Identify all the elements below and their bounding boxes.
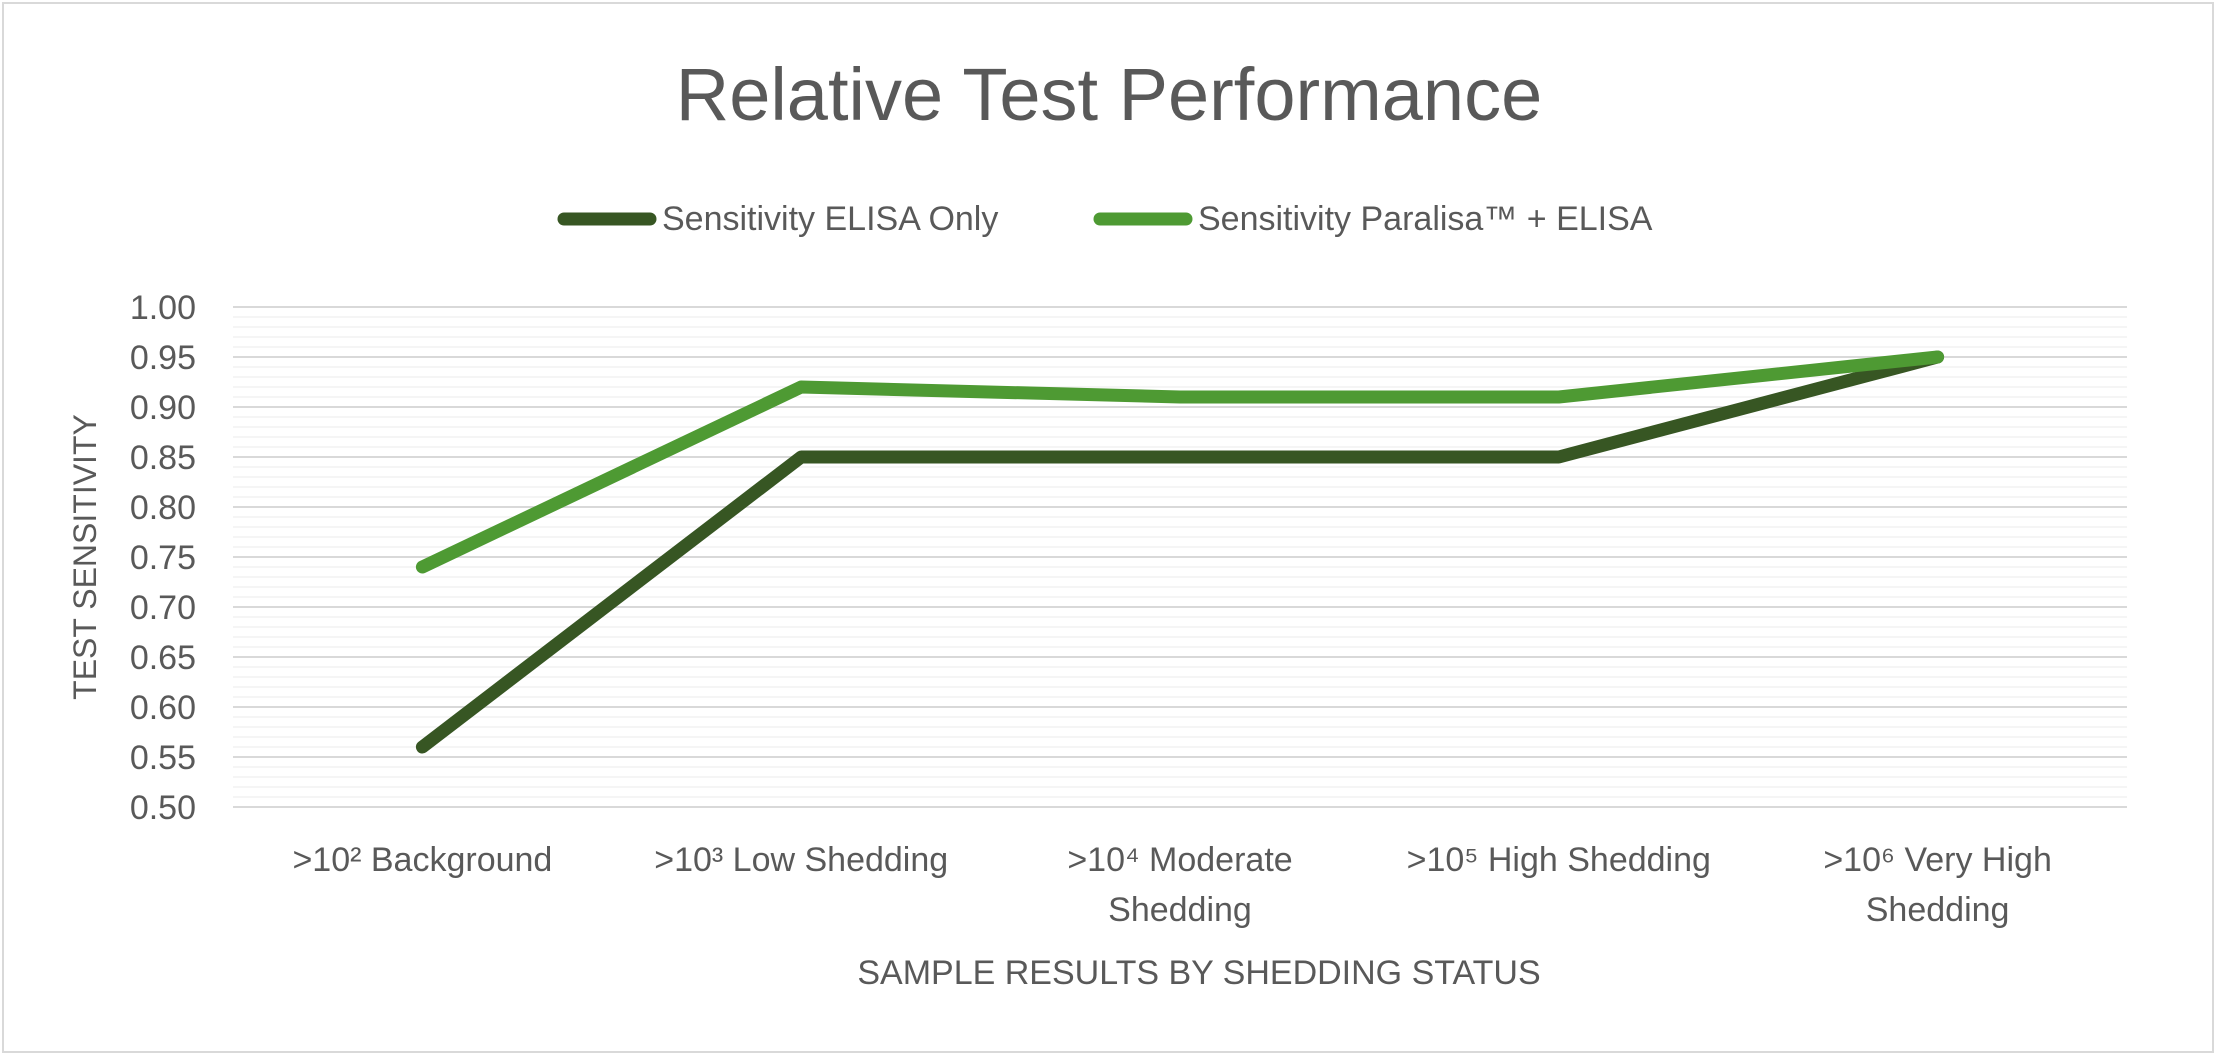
y-tick-label: 0.50 (130, 789, 196, 827)
y-axis-label: TEST SENSITIVITY (67, 414, 103, 700)
legend-label-elisa-only: Sensitivity ELISA Only (662, 200, 998, 238)
y-tick-label: 1.00 (130, 289, 196, 327)
y-tick-label: 0.95 (130, 339, 196, 377)
series-lines (415, 350, 1945, 754)
y-tick-label: 0.75 (130, 539, 196, 577)
x-tick-label: >10⁶ Very High Shedding (1823, 841, 2052, 929)
x-tick-label: >10² Background (292, 841, 552, 879)
legend-label-paralisa-elisa: Sensitivity Paralisa™ + ELISA (1198, 200, 1653, 238)
x-axis-ticks: >10² Background >10³ Low Shedding >10⁴ Mod… (292, 841, 2051, 929)
x-tick-label: >10³ Low Shedding (654, 841, 948, 879)
chart-title: Relative Test Performance (676, 53, 1542, 136)
y-tick-label: 0.70 (130, 589, 196, 627)
y-axis-ticks: 0.50 0.55 0.60 0.65 0.70 0.75 0.80 0.85 0.90 0.95… (130, 289, 196, 827)
x-tick-label: >10⁵ High Shedding (1407, 841, 1711, 879)
legend: Sensitivity ELISA Only Sensitivity Paral… (557, 200, 1653, 238)
y-tick-label: 0.80 (130, 489, 196, 527)
y-tick-label: 0.55 (130, 739, 196, 777)
x-tick-label: >10⁴ Moderate Shedding (1067, 841, 1292, 929)
y-tick-label: 0.85 (130, 439, 196, 477)
x-axis-label: SAMPLE RESULTS BY SHEDDING STATUS (857, 954, 1540, 992)
series-line-0 (415, 350, 1945, 754)
y-tick-label: 0.90 (130, 389, 196, 427)
y-tick-label: 0.60 (130, 689, 196, 727)
gridlines (233, 306, 2127, 808)
y-tick-label: 0.65 (130, 639, 196, 677)
series-line-1 (415, 350, 1945, 574)
